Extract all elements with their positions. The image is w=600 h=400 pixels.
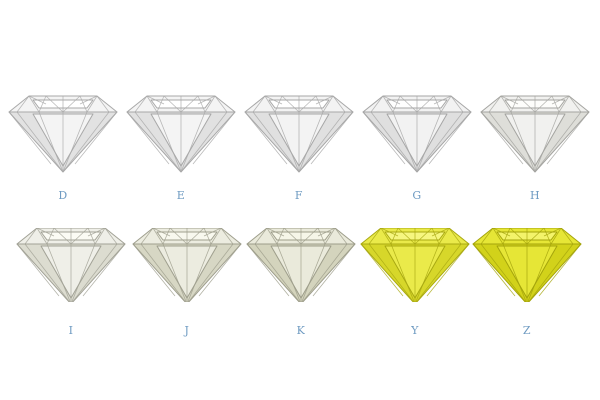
grade-label: G	[412, 189, 422, 202]
diamond-grade-d[interactable]: D	[3, 92, 123, 222]
diamond-icon	[246, 228, 356, 302]
grade-label: D	[58, 189, 68, 202]
diamond-grade-g[interactable]: G	[357, 92, 477, 222]
grade-label: Y	[411, 324, 419, 337]
diamond-grade-f[interactable]: F	[239, 92, 359, 222]
grade-label: I	[68, 324, 74, 337]
grade-label: F	[294, 189, 304, 202]
grade-label: H	[529, 189, 541, 202]
diamond-icon	[126, 95, 236, 173]
diamond-icon	[244, 95, 354, 173]
grade-label: Z	[522, 324, 532, 337]
diamond-grade-k[interactable]: K	[241, 228, 361, 358]
grade-label: J	[184, 324, 190, 337]
diamond-grade-e[interactable]: E	[121, 92, 241, 222]
grade-label: E	[176, 189, 186, 202]
diamond-icon	[360, 228, 470, 302]
diamond-icon	[8, 95, 118, 173]
diamond-grade-j[interactable]: J	[127, 228, 247, 358]
diamond-grade-i[interactable]: I	[11, 228, 131, 358]
diamond-icon	[132, 228, 242, 302]
diamond-grade-y[interactable]: Y	[355, 228, 475, 358]
grade-label: K	[296, 324, 306, 337]
diamond-row-top: D E F G H	[0, 92, 600, 222]
diamond-icon	[472, 228, 582, 302]
diamond-icon	[16, 228, 126, 302]
diamond-grade-z[interactable]: Z	[467, 228, 587, 358]
diamond-icon	[480, 95, 590, 173]
diamond-icon	[362, 95, 472, 173]
diamond-grade-h[interactable]: H	[475, 92, 595, 222]
